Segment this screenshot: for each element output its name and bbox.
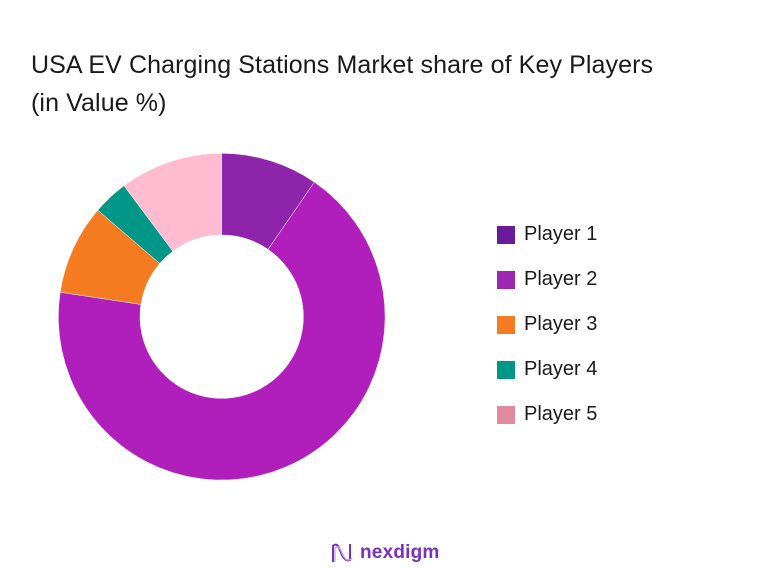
legend-swatch-icon <box>497 315 515 334</box>
donut-slice-player-5 <box>123 153 222 252</box>
legend-item-player-4: Player 4 <box>497 347 597 392</box>
nexdigm-logo: nexdigm <box>330 541 440 565</box>
legend-item-player-1: Player 1 <box>497 212 597 257</box>
legend-label: Player 3 <box>524 313 598 335</box>
legend-swatch-icon <box>497 225 515 244</box>
legend-swatch-icon <box>497 405 515 424</box>
legend-item-player-3: Player 3 <box>497 302 597 347</box>
legend: Player 1 Player 2 Player 3 Player 4 Play… <box>497 212 597 437</box>
legend-label: Player 2 <box>524 268 598 290</box>
chart-title: USA EV Charging Stations Market share of… <box>31 51 654 117</box>
legend-swatch-icon <box>497 270 515 289</box>
logo-text: nexdigm <box>360 542 440 563</box>
legend-label: Player 4 <box>524 358 598 380</box>
legend-swatch-icon <box>497 360 515 379</box>
donut-slice-player-2 <box>58 181 386 481</box>
legend-label: Player 1 <box>524 223 598 245</box>
nexdigm-wave-icon <box>332 543 353 562</box>
legend-item-player-5: Player 5 <box>497 392 597 437</box>
legend-label: Player 5 <box>524 403 598 425</box>
legend-item-player-2: Player 2 <box>497 257 597 302</box>
